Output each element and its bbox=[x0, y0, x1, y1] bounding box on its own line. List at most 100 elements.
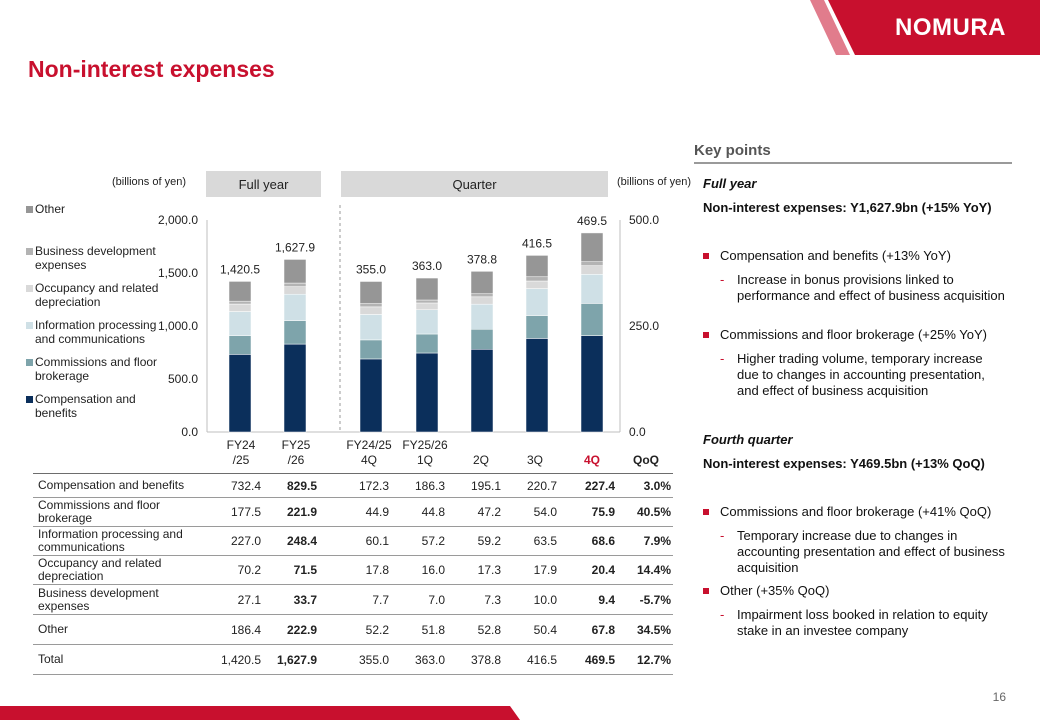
bar-segment bbox=[283, 293, 307, 321]
quarter-heading: Fourth quarter bbox=[703, 432, 793, 447]
bar-segment bbox=[415, 333, 439, 354]
dash-icon: - bbox=[720, 607, 725, 622]
cell: -5.7% bbox=[617, 584, 673, 615]
bar-segment bbox=[359, 306, 383, 315]
cell: 248.4 bbox=[263, 526, 319, 556]
dash-icon: - bbox=[720, 351, 725, 366]
row-label: Information processing and communication… bbox=[33, 526, 193, 556]
full-year-heading: Full year bbox=[703, 176, 757, 191]
cell: 70.2 bbox=[193, 555, 263, 585]
left-tick-label: 2,000.0 bbox=[158, 213, 198, 227]
bar-segment bbox=[470, 329, 494, 350]
cell: 59.2 bbox=[447, 526, 503, 556]
expenses-chart: 0.0 500.0 1,000.0 1,500.0 2,000.0 0.0 250.0 500… bbox=[158, 205, 659, 439]
cell: 63.5 bbox=[503, 526, 559, 556]
sub-bullet-item: - Higher trading volume, temporary incre… bbox=[720, 351, 1007, 399]
nomura-logo: NOMURA bbox=[895, 14, 1006, 41]
cell: 9.4 bbox=[559, 584, 617, 615]
key-points-rule bbox=[694, 162, 1012, 164]
bar-segment bbox=[228, 335, 252, 355]
bar-segment bbox=[580, 335, 604, 433]
legend-label: Information processing and communication… bbox=[35, 318, 157, 346]
bullet-item: Commissions and floor brokerage (+25% Yo… bbox=[703, 327, 1010, 343]
cell: 44.9 bbox=[319, 497, 391, 527]
cell: 220.7 bbox=[503, 473, 559, 498]
col-head-line: FY24/25 4Q bbox=[346, 438, 392, 467]
quarter-header: Quarter bbox=[341, 171, 608, 197]
legend-swatch bbox=[26, 206, 33, 213]
cell: 7.7 bbox=[319, 584, 391, 615]
bar-segment bbox=[228, 281, 252, 302]
col-head-fy2526-1q: FY25/26 1Q bbox=[396, 438, 454, 468]
cell: 54.0 bbox=[503, 497, 559, 527]
legend-swatch bbox=[26, 248, 33, 255]
cell: 17.8 bbox=[319, 555, 391, 585]
full-year-summary: Non-interest expenses: Y1,627.9bn (+15% … bbox=[703, 200, 992, 215]
legend-item-information-processing: Information processing and communication… bbox=[26, 318, 166, 346]
cell: 20.4 bbox=[559, 555, 617, 585]
left-axis-units: (billions of yen) bbox=[112, 176, 186, 188]
bullet-square-icon bbox=[703, 588, 709, 594]
bar-segment bbox=[470, 271, 494, 294]
footer-band bbox=[0, 706, 520, 720]
bullet-item: Commissions and floor brokerage (+41% Qo… bbox=[703, 504, 1010, 520]
bullet-item: Other (+35% QoQ) bbox=[703, 583, 1010, 599]
expenses-table: Compensation and benefits 732.4 829.5 17… bbox=[33, 473, 673, 675]
bar-segment bbox=[580, 261, 604, 266]
bullet-item: Compensation and benefits (+13% YoY) bbox=[703, 248, 1010, 264]
total-data-label: 469.5 bbox=[577, 214, 607, 228]
row-label: Commissions and floor brokerage bbox=[33, 497, 193, 527]
total-data-label: 355.0 bbox=[356, 262, 386, 276]
bar-segment bbox=[470, 349, 494, 433]
page-title: Non-interest expenses bbox=[28, 56, 275, 82]
cell: 17.3 bbox=[447, 555, 503, 585]
key-points-title: Key points bbox=[694, 142, 771, 159]
cell: 44.8 bbox=[391, 497, 447, 527]
cell: 355.0 bbox=[319, 644, 391, 675]
table-row: Information processing and communication… bbox=[33, 526, 673, 556]
legend-item-compensation: Compensation and benefits bbox=[26, 392, 146, 420]
bar-segment bbox=[415, 299, 439, 304]
cell: 186.4 bbox=[193, 614, 263, 645]
legend-swatch bbox=[26, 285, 33, 292]
bar-segment bbox=[359, 358, 383, 433]
cell: 469.5 bbox=[559, 644, 617, 675]
right-axis-units: (billions of yen) bbox=[617, 176, 691, 188]
row-label: Occupancy and related depreciation bbox=[33, 555, 193, 585]
legend-label: Commissions and floor brokerage bbox=[35, 355, 158, 383]
cell: 195.1 bbox=[447, 473, 503, 498]
left-tick-label: 0.0 bbox=[181, 425, 198, 439]
col-head-fy2425-4q: FY24/25 4Q bbox=[340, 438, 398, 468]
right-tick-label: 250.0 bbox=[629, 319, 659, 333]
cell: 47.2 bbox=[447, 497, 503, 527]
cell: 10.0 bbox=[503, 584, 559, 615]
bar-segment bbox=[470, 296, 494, 305]
cell: 67.8 bbox=[559, 614, 617, 645]
legend-swatch bbox=[26, 396, 33, 403]
col-head-line: FY24 /25 bbox=[226, 438, 256, 467]
sub-bullet-text: Temporary increase due to changes in acc… bbox=[737, 528, 1005, 575]
full-year-header: Full year bbox=[206, 171, 321, 197]
cell: 221.9 bbox=[263, 497, 319, 527]
row-label: Total bbox=[33, 644, 193, 675]
table-row: Commissions and floor brokerage 177.5 22… bbox=[33, 497, 673, 527]
bar-segment bbox=[470, 293, 494, 298]
cell: 52.2 bbox=[319, 614, 391, 645]
col-head-qoq: QoQ bbox=[633, 453, 659, 467]
col-head-fy2425: FY24 /25 bbox=[216, 438, 266, 468]
bullet-text: Other (+35% QoQ) bbox=[720, 583, 830, 598]
bar-segment bbox=[525, 276, 549, 282]
col-head-fy2526: FY25 /26 bbox=[271, 438, 321, 468]
cell: 177.5 bbox=[193, 497, 263, 527]
bar-segment bbox=[415, 277, 439, 301]
bar-segment bbox=[359, 314, 383, 341]
bar-segment bbox=[359, 281, 383, 304]
total-data-label: 378.8 bbox=[467, 252, 497, 266]
sub-bullet-item: - Increase in bonus provisions linked to… bbox=[720, 272, 1007, 304]
cell: 68.6 bbox=[559, 526, 617, 556]
cell: 60.1 bbox=[319, 526, 391, 556]
cell: 227.4 bbox=[559, 473, 617, 498]
table-head-rule bbox=[33, 473, 673, 474]
cell: 363.0 bbox=[391, 644, 447, 675]
sub-bullet-text: Increase in bonus provisions linked to p… bbox=[737, 272, 1005, 303]
